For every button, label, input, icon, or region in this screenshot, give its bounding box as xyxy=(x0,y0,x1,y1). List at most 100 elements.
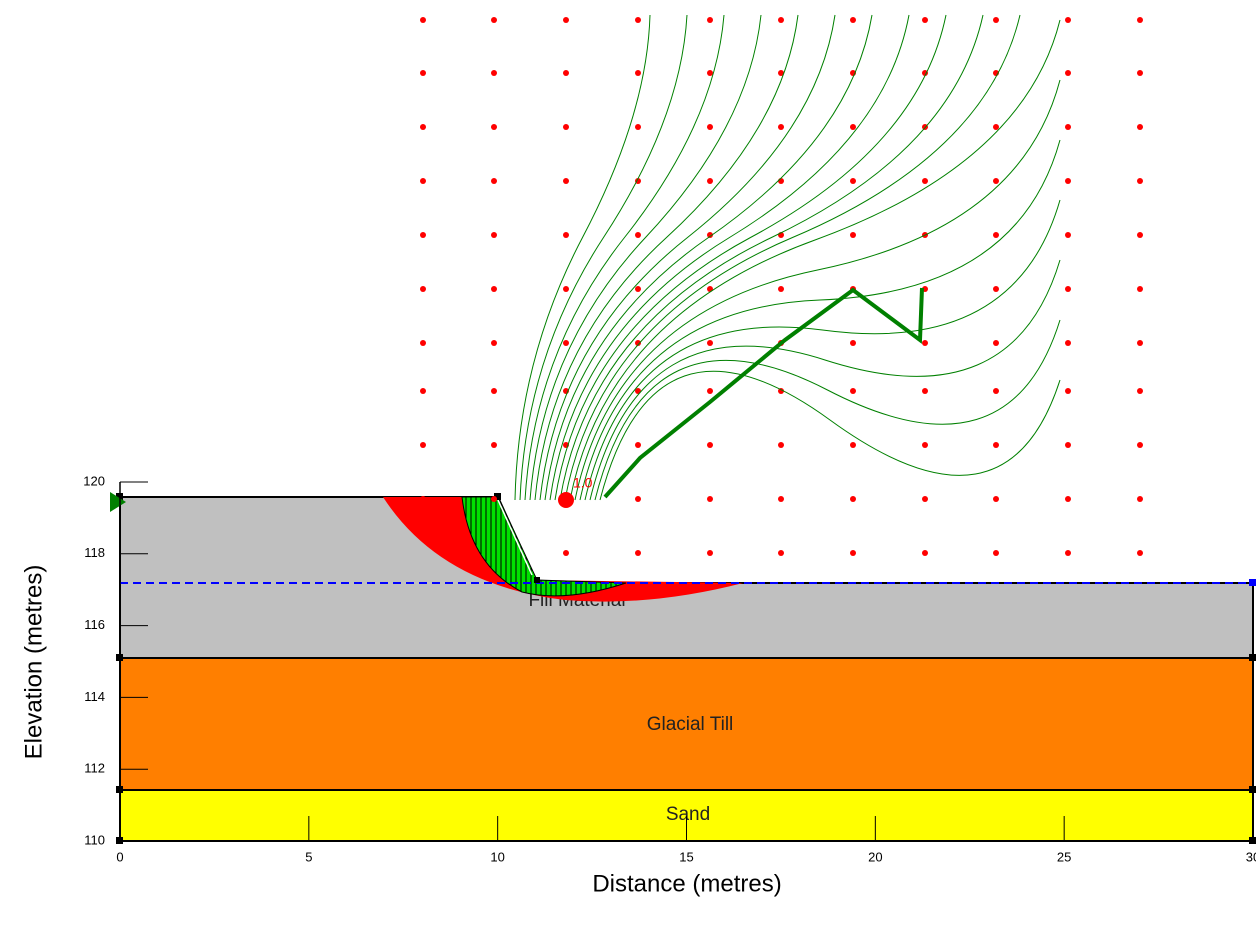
grid-point xyxy=(1137,124,1143,130)
contour xyxy=(519,14,688,501)
x-tick-label: 5 xyxy=(305,849,312,864)
x-tick-label: 30 xyxy=(1246,849,1256,864)
water-point xyxy=(1249,579,1256,586)
y-tick-label: 114 xyxy=(84,689,105,704)
grid-point xyxy=(922,442,928,448)
grid-point xyxy=(993,388,999,394)
grid-point xyxy=(850,340,856,346)
grid-point xyxy=(850,442,856,448)
grid-point xyxy=(778,550,784,556)
y-tick-label: 116 xyxy=(84,617,105,632)
grid-point xyxy=(1065,17,1071,23)
contour xyxy=(549,14,910,501)
grid-point xyxy=(491,496,497,502)
y-tick-label: 120 xyxy=(83,473,105,488)
grid-point xyxy=(1137,70,1143,76)
grid-point xyxy=(635,442,641,448)
grid-point xyxy=(707,178,713,184)
contour xyxy=(599,370,1061,501)
grid-point xyxy=(563,286,569,292)
material-label: Glacial Till xyxy=(647,714,734,735)
grid-point xyxy=(707,124,713,130)
grid-point xyxy=(491,232,497,238)
grid-point xyxy=(635,70,641,76)
grid-point xyxy=(1065,340,1071,346)
grid-point xyxy=(1065,178,1071,184)
grid-point xyxy=(635,496,641,502)
critical-contour xyxy=(603,287,924,499)
material-label: Sand xyxy=(666,804,710,825)
x-tick-label: 15 xyxy=(679,849,693,864)
grid-point xyxy=(993,442,999,448)
grid-point xyxy=(707,496,713,502)
factor-of-safety-label: 1.0 xyxy=(573,475,593,491)
grid-point xyxy=(491,286,497,292)
contour xyxy=(584,199,1061,501)
grid-point xyxy=(635,124,641,130)
grid-point xyxy=(420,178,426,184)
grid-point xyxy=(491,442,497,448)
fill-material-layer xyxy=(119,496,1254,659)
grid-point xyxy=(420,70,426,76)
grid-point xyxy=(850,232,856,238)
x-tick-label: 10 xyxy=(490,849,504,864)
grid-point xyxy=(993,17,999,23)
contour xyxy=(514,14,651,501)
grid-point xyxy=(922,178,928,184)
contour xyxy=(574,79,1061,501)
grid-point xyxy=(778,286,784,292)
grid-point xyxy=(491,340,497,346)
grid-point xyxy=(1137,442,1143,448)
grid-point xyxy=(993,550,999,556)
grid-point xyxy=(778,388,784,394)
grid-point xyxy=(850,550,856,556)
grid-point xyxy=(1065,442,1071,448)
grid-point xyxy=(922,70,928,76)
grid-point xyxy=(420,232,426,238)
grid-point xyxy=(563,70,569,76)
grid-point xyxy=(778,124,784,130)
contour xyxy=(564,14,1021,501)
grid-point xyxy=(491,388,497,394)
piezometric-marker xyxy=(110,492,126,512)
grid-point xyxy=(993,286,999,292)
grid-point xyxy=(1065,388,1071,394)
x-tick-label: 0 xyxy=(116,849,123,864)
grid-point xyxy=(993,124,999,130)
grid-point xyxy=(707,388,713,394)
slip-chord xyxy=(497,499,533,576)
grid-point xyxy=(563,124,569,130)
grid-point xyxy=(563,550,569,556)
y-tick-label: 110 xyxy=(84,832,105,847)
grid-point xyxy=(635,17,641,23)
contour xyxy=(529,14,762,501)
grid-point xyxy=(707,442,713,448)
grid-point xyxy=(563,340,569,346)
grid-point xyxy=(922,496,928,502)
grid-point xyxy=(420,496,426,502)
grid-point xyxy=(850,388,856,394)
contour xyxy=(594,319,1061,501)
grid-point xyxy=(993,496,999,502)
grid-point xyxy=(778,178,784,184)
grid-point xyxy=(635,232,641,238)
grid-point xyxy=(707,232,713,238)
grid-point xyxy=(778,442,784,448)
grid-point xyxy=(563,178,569,184)
slip-center-grid xyxy=(420,17,1143,556)
x-axis-label: Distance (metres) xyxy=(592,870,781,897)
grid-point xyxy=(1137,286,1143,292)
y-tick-label: 118 xyxy=(84,545,105,560)
y-tick-label: 112 xyxy=(84,761,105,776)
grid-point xyxy=(635,286,641,292)
x-tick-label: 25 xyxy=(1057,849,1071,864)
grid-point xyxy=(1065,550,1071,556)
contour xyxy=(589,259,1061,501)
grid-point xyxy=(420,340,426,346)
contour xyxy=(539,14,836,501)
grid-point xyxy=(993,340,999,346)
grid-point xyxy=(707,17,713,23)
grid-point xyxy=(1065,70,1071,76)
contour xyxy=(534,14,799,501)
grid-point xyxy=(1137,496,1143,502)
